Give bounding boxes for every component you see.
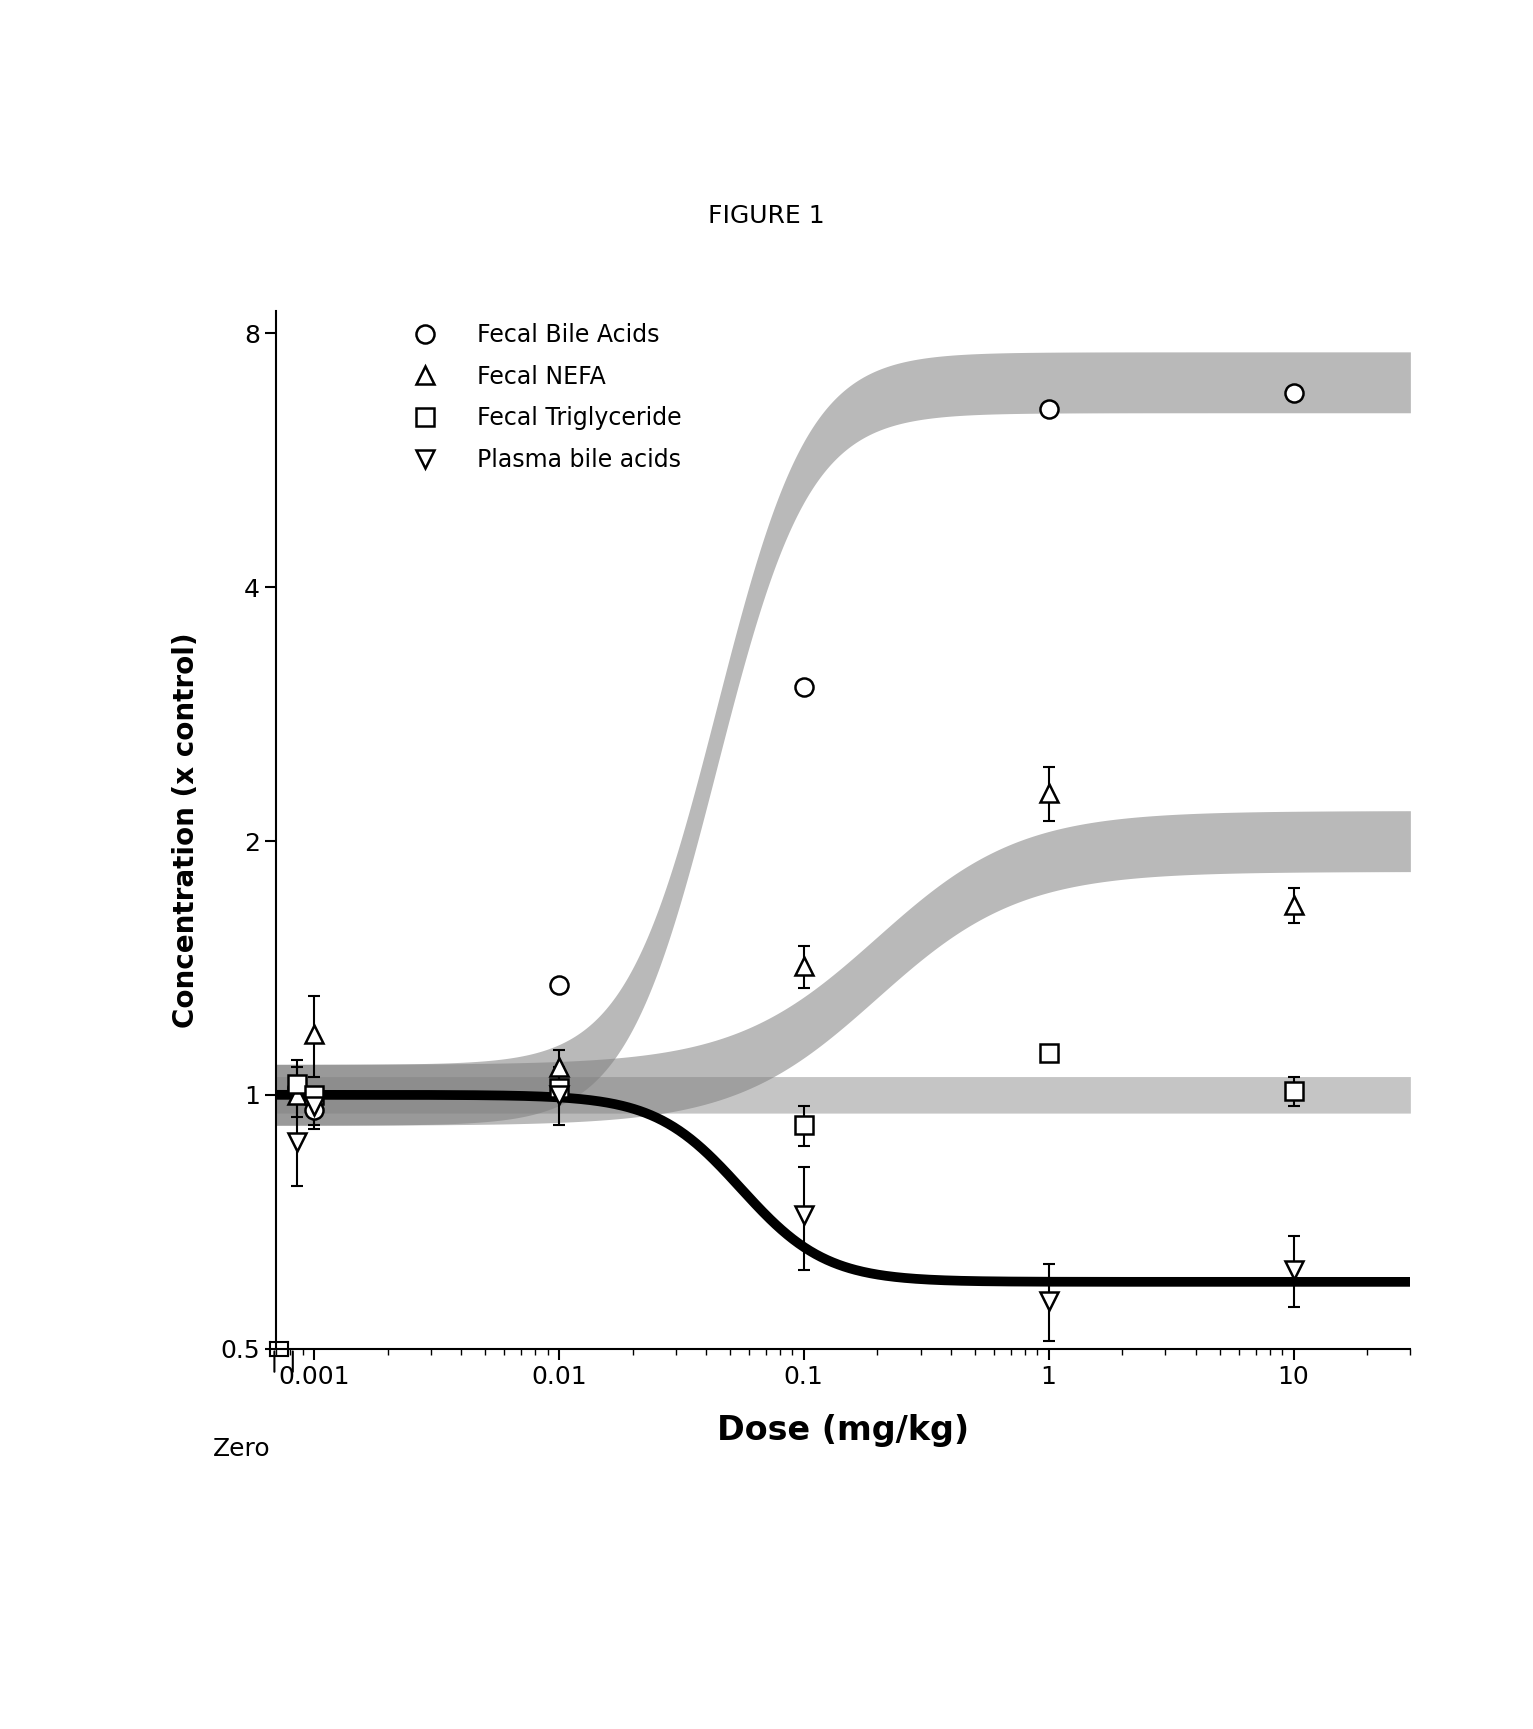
Text: FIGURE 1: FIGURE 1 <box>708 204 825 228</box>
X-axis label: Dose (mg/kg): Dose (mg/kg) <box>717 1414 969 1447</box>
Legend: Fecal Bile Acids, Fecal NEFA, Fecal Triglyceride, Plasma bile acids: Fecal Bile Acids, Fecal NEFA, Fecal Trig… <box>402 323 681 472</box>
Text: Zero: Zero <box>213 1437 271 1461</box>
Y-axis label: Concentration (x control): Concentration (x control) <box>172 633 199 1027</box>
